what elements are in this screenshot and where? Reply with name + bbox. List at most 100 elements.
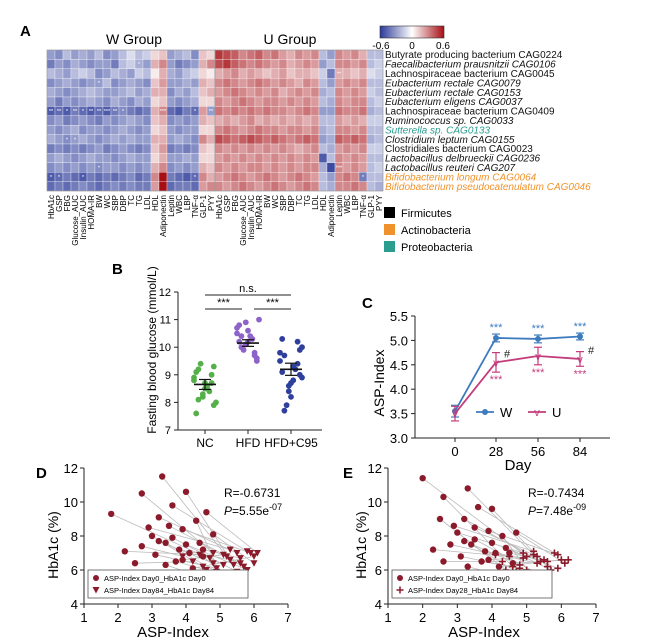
corr-point-followup <box>561 559 569 567</box>
heatmap-cell <box>110 162 120 173</box>
heatmap-cell <box>222 125 232 135</box>
heatmap-cell <box>334 125 344 135</box>
corr-point-followup <box>226 556 234 564</box>
fbg-sig-label: *** <box>217 297 231 309</box>
heatmap-cell <box>206 87 216 98</box>
heatmap-cell <box>142 78 152 88</box>
fbg-y-tick-label: 7 <box>165 425 171 437</box>
heatmap-cell <box>134 78 144 88</box>
heatmap-cell <box>270 143 280 154</box>
heatmap-cell <box>78 153 88 163</box>
heatmap-cell <box>142 96 152 107</box>
heatmap-cell <box>174 134 184 145</box>
heatmap-cell <box>246 59 256 69</box>
heatmap-cell <box>302 125 312 135</box>
heatmap-cell <box>222 115 232 126</box>
heatmap-cell <box>326 134 336 145</box>
heatmap-cell <box>294 87 304 98</box>
heatmap-cell <box>78 181 88 192</box>
corr-e-xlabel: ASP-Index <box>448 624 520 641</box>
corr-y-tick-label: 4 <box>71 597 78 612</box>
heatmap-cell <box>230 68 240 79</box>
heatmap-cell <box>46 115 56 126</box>
corr-x-tick-label: 1 <box>80 610 87 625</box>
corr-connector <box>158 516 238 554</box>
heatmap-cell <box>238 134 248 145</box>
heatmap-group-w-title: W Group <box>106 31 162 47</box>
heatmap-cell <box>54 96 64 107</box>
heatmap-cell <box>294 134 304 145</box>
heatmap-cell <box>206 172 216 182</box>
heatmap-row-label: Clostridium leptum CAG0155 <box>385 135 515 146</box>
heatmap-cell <box>222 106 232 116</box>
heatmap-cell <box>78 49 88 60</box>
heatmap-significance: *** <box>160 109 167 115</box>
heatmap-cell <box>286 115 296 126</box>
corr-point-day0 <box>499 532 506 540</box>
fbg-y-tick-label: 10 <box>159 342 171 354</box>
corr-point-followup <box>250 560 258 567</box>
heatmap-cell <box>142 172 152 182</box>
heatmap-cell <box>62 153 72 163</box>
heatmap-cell <box>70 78 80 88</box>
heatmap-cell <box>126 59 136 69</box>
heatmap-cell <box>230 59 240 69</box>
heatmap-cell <box>150 78 160 88</box>
corr-point-day0 <box>481 548 489 555</box>
fbg-ylabel: Fasting blood glucose (mmol/L) <box>145 266 159 433</box>
asp-legend-label: U <box>552 405 561 420</box>
corr-point-day0 <box>471 536 478 543</box>
heatmap-cell <box>310 59 320 69</box>
corr-point-followup <box>554 564 562 572</box>
heatmap-cell <box>158 153 168 163</box>
heatmap-cell <box>286 59 296 69</box>
heatmap-cell <box>238 125 248 135</box>
corr-point-day0 <box>165 522 173 529</box>
heatmap-cell <box>78 125 88 135</box>
asp-point-marker: v <box>535 351 541 363</box>
heatmap-row-label: Lachnospiraceae bacterium CAG0409 <box>385 107 555 118</box>
heatmap-cell <box>246 162 256 173</box>
heatmap-cell <box>310 96 320 107</box>
heatmap-u: ****** <box>214 49 384 192</box>
heatmap-cell <box>174 49 184 60</box>
corr-point-followup <box>530 547 538 555</box>
heatmap-cell <box>166 125 176 135</box>
heatmap-cell <box>174 115 184 126</box>
heatmap-cell <box>278 106 288 116</box>
heatmap-cell <box>278 125 288 135</box>
fbg-point <box>236 322 243 329</box>
heatmap-cell <box>310 87 320 98</box>
corr-point-day0 <box>436 515 444 523</box>
fbg-x-tick-label: NC <box>196 436 214 450</box>
fbg-y-tick-label: 9 <box>165 370 171 382</box>
corr-d-xlabel: ASP-Index <box>137 624 209 641</box>
asp-axes: 3.0 3.5 4.0 4.5 5.0 5.5 0 28 56 84 <box>390 309 610 459</box>
heatmap-cell <box>102 96 112 107</box>
corr-connector <box>212 533 255 564</box>
corr-point-day0 <box>138 543 145 550</box>
heatmap-cell <box>286 87 296 98</box>
corr-x-tick-label: 7 <box>284 610 291 625</box>
heatmap-cell <box>222 68 232 79</box>
corr-point-followup <box>236 560 244 567</box>
heatmap-col-label: TNF-α <box>191 195 200 218</box>
heatmap-cell <box>94 96 104 107</box>
fbg-point <box>296 347 303 353</box>
asp-panel: ASP-Index Day 3.03.54.04.55.05.50 28 56 84 … <box>371 309 610 474</box>
heatmap-row-label: Eubacterium rectale CAG0153 <box>385 88 521 99</box>
heatmap-cell <box>110 49 120 60</box>
heatmap-cell <box>230 115 240 126</box>
heatmap-cell <box>294 153 304 163</box>
heatmap-row-label: Faecalibacterium prausnitzii CAG0106 <box>385 60 556 71</box>
heatmap-w: **** ** * ** * ** ** *** ** * *** * *** *** * * * <box>46 49 216 192</box>
heatmap-cell <box>214 115 224 126</box>
fbg-point <box>299 374 305 381</box>
heatmap-cell <box>70 96 80 107</box>
heatmap-cell <box>302 96 312 107</box>
heatmap-cell <box>310 162 320 173</box>
heatmap-cell <box>254 115 264 126</box>
heatmap-cell <box>214 134 224 145</box>
corr-point-day0 <box>502 544 510 552</box>
